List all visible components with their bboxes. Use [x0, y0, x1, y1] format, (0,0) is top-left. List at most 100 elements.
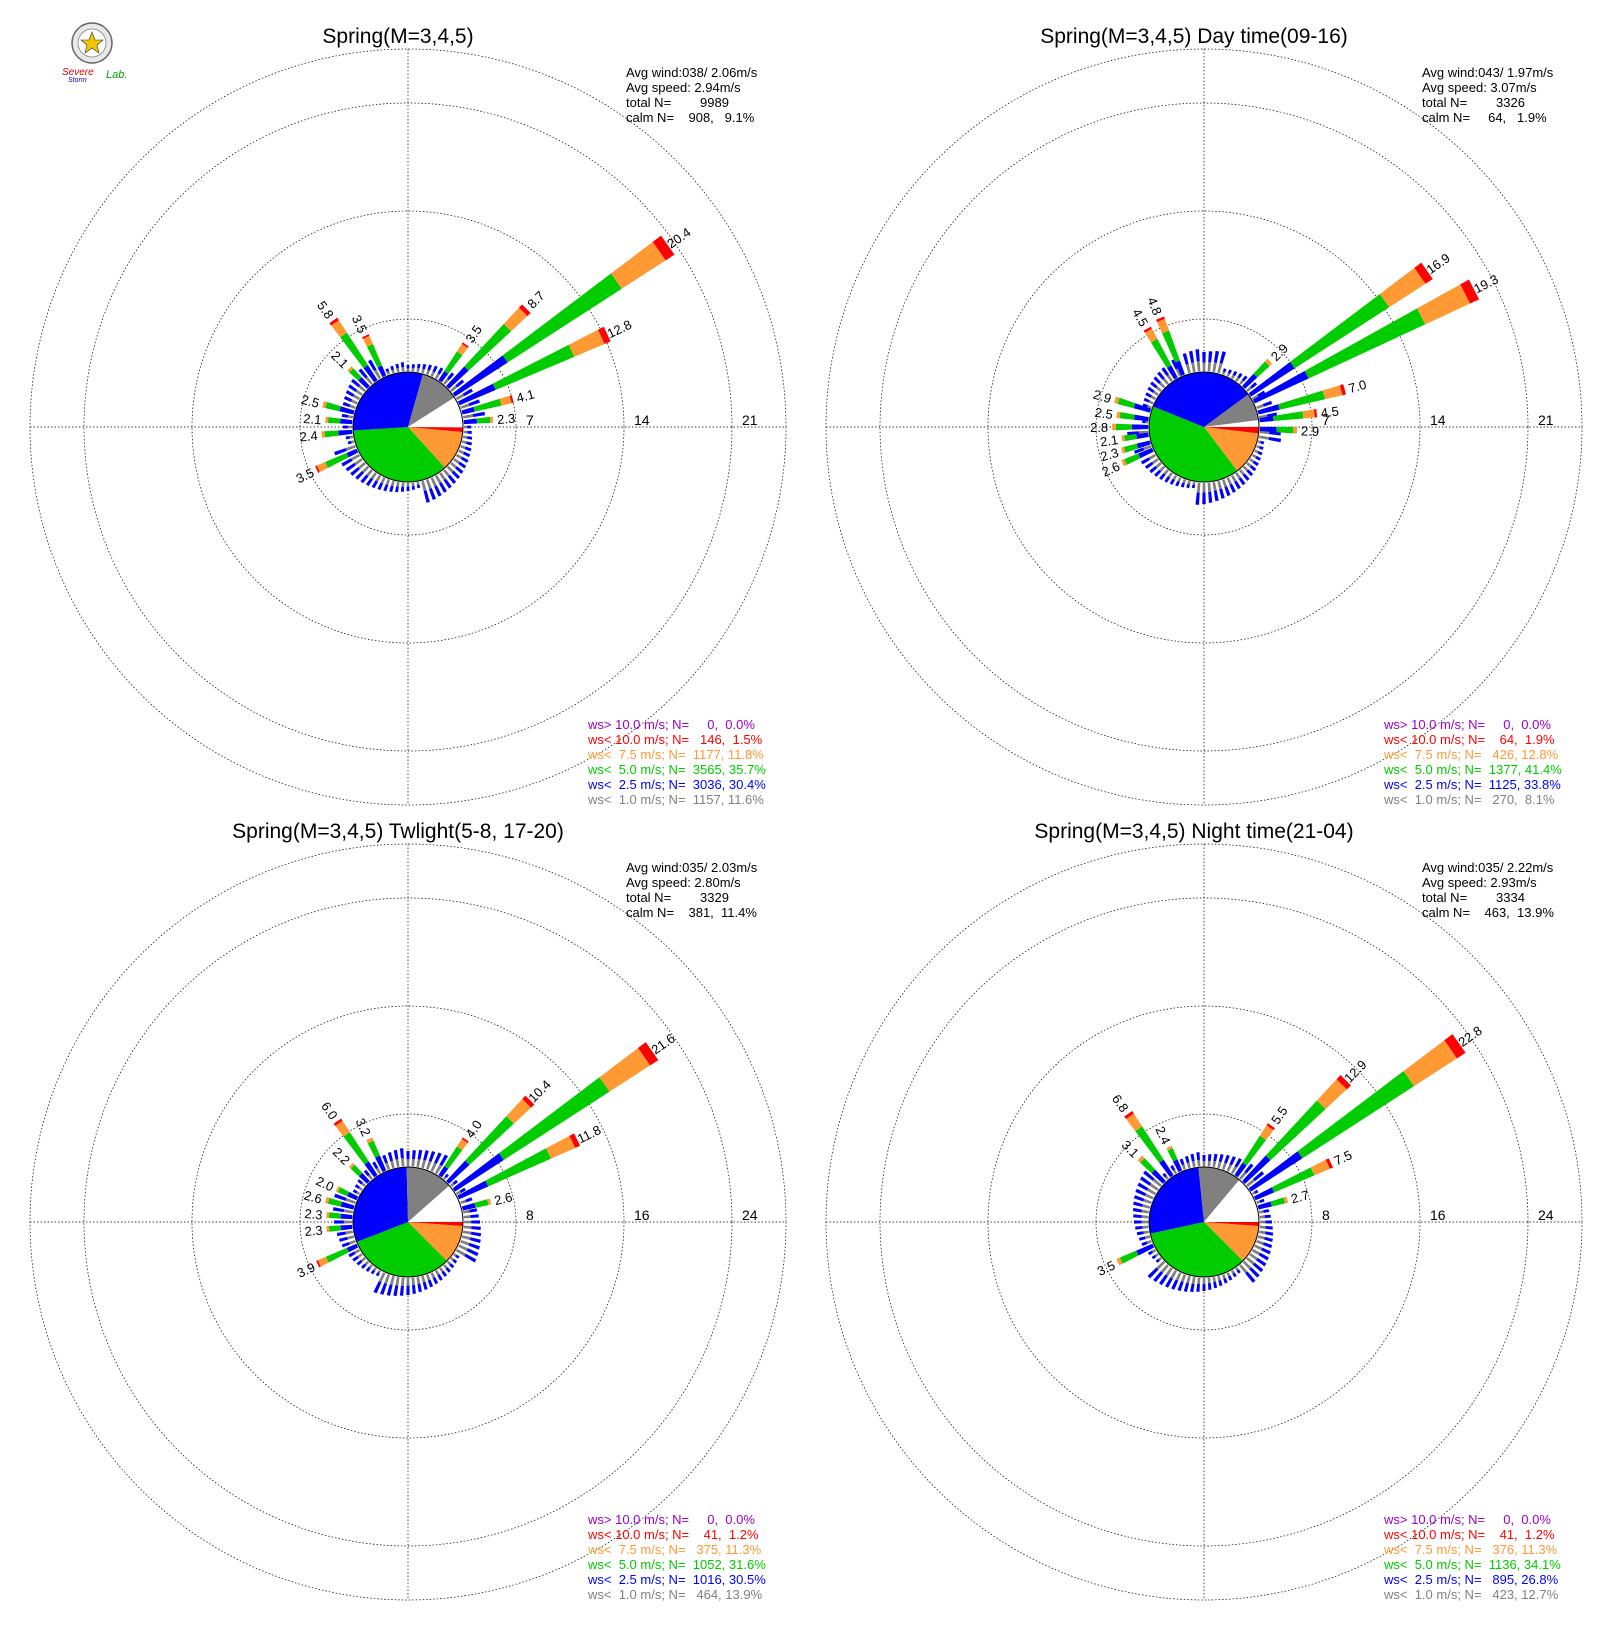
petal-small-calm: [406, 1277, 410, 1286]
petal-small-calm: [1254, 449, 1259, 454]
petal-small-calm: [1202, 1277, 1206, 1284]
petal-label: 3.9: [295, 1259, 318, 1280]
petal-small-calm: [1251, 1191, 1256, 1196]
petal-small: [1224, 1154, 1230, 1164]
petal-small-calm: [460, 1199, 467, 1205]
petal-small-calm: [1191, 1160, 1196, 1168]
petal-small-calm: [401, 482, 405, 487]
petal-small-calm: [443, 1264, 448, 1269]
petal-segment: [349, 368, 362, 381]
legend-entry: ws< 5.0 m/s; N= 1377, 41.4%: [1383, 762, 1562, 777]
petal-small-calm: [352, 394, 361, 401]
petal-small-calm: [1239, 379, 1244, 385]
pie-slice: [406, 1166, 450, 1222]
petal-small-calm: [1258, 435, 1270, 440]
petal-small-calm: [366, 469, 373, 477]
petal-small-calm: [1221, 479, 1228, 488]
petal-segment: [325, 452, 349, 469]
petal-small-calm: [1146, 1239, 1152, 1244]
petal-small-calm: [347, 415, 354, 419]
petal-segment: [461, 1137, 469, 1144]
petal-small-calm: [1155, 462, 1162, 469]
petal-small-calm: [389, 1275, 395, 1286]
petal-small-calm: [384, 1274, 391, 1284]
windrose-panel-1: Spring(M=3,4,5)7 14 2120.412.88.73.54.12.3…: [29, 25, 787, 807]
petal-small: [1265, 1231, 1274, 1236]
petal-segment: [1159, 1159, 1174, 1178]
petal-small: [1202, 352, 1206, 363]
petal-segment: [1123, 443, 1139, 453]
petal-small-calm: [386, 371, 391, 375]
petal-small: [466, 441, 473, 446]
petal-small: [1237, 372, 1243, 379]
petal-small: [1213, 350, 1220, 363]
petal-small: [1171, 359, 1179, 370]
petal-small: [1145, 392, 1152, 398]
petal-segment: [362, 334, 370, 339]
petal-small-calm: [1226, 1164, 1233, 1172]
petal-small-calm: [1148, 400, 1154, 405]
petal-small: [1246, 469, 1254, 477]
petal-small-calm: [1254, 1244, 1263, 1251]
petal-small: [1195, 492, 1200, 505]
petal-small-calm: [361, 465, 370, 474]
petal-small-calm: [361, 1182, 366, 1187]
petal-label: 2.1: [1099, 432, 1119, 449]
petal-small-calm: [343, 1220, 353, 1224]
petal-small: [387, 1152, 394, 1162]
petal-small: [350, 467, 360, 476]
petal-segment: [1113, 396, 1120, 405]
pie-slice: [408, 1222, 463, 1261]
petal-small-calm: [453, 1253, 457, 1257]
pie-border: [1148, 1166, 1260, 1278]
petal-small-calm: [421, 1275, 426, 1283]
petal-small-calm: [1258, 1210, 1264, 1214]
petal-small: [1154, 469, 1162, 477]
petal-segment: [1379, 267, 1426, 308]
petal-segment: [329, 317, 339, 326]
petal-small: [390, 365, 394, 371]
petal-segment: [652, 235, 675, 261]
petal-small-calm: [1150, 395, 1157, 401]
petal-small-calm: [1155, 386, 1162, 392]
legend-entry: ws< 5.0 m/s; N= 3565, 35.7%: [587, 762, 766, 777]
petal-small: [343, 395, 353, 402]
petal-small-calm: [1158, 381, 1166, 389]
petal-small-calm: [375, 474, 382, 482]
petal-segment: [337, 1187, 350, 1197]
petal-small-calm: [1151, 458, 1159, 465]
petal-small: [470, 1214, 479, 1218]
petal-small-calm: [406, 368, 410, 372]
petal-small-calm: [1154, 1253, 1159, 1258]
petal-small: [432, 365, 438, 373]
windrose-panel-4: Spring(M=3,4,5) Night time(21-04)8 16 2422…: [825, 820, 1583, 1602]
petal-small-calm: [1152, 1178, 1162, 1187]
petal-small: [395, 486, 399, 493]
stats-line: Avg wind:038/ 2.06m/s: [626, 65, 758, 80]
petal-segment: [1283, 1196, 1289, 1204]
petal-segment: [1276, 426, 1294, 434]
petal-small: [1244, 1163, 1254, 1174]
petal-small-calm: [1159, 465, 1166, 472]
petal-small: [341, 458, 353, 467]
petal-small-calm: [1217, 1275, 1221, 1281]
petal-small-calm: [425, 1274, 431, 1281]
petal-small: [463, 451, 471, 458]
petal-small-calm: [421, 368, 425, 374]
petal-label: 6.0: [318, 1099, 341, 1122]
petal-segment: [1126, 1113, 1143, 1132]
petal-small-calm: [1143, 1230, 1150, 1235]
petal-small-calm: [380, 477, 386, 484]
petal-small: [382, 1154, 388, 1164]
petal-small: [1175, 480, 1180, 487]
petal-small-calm: [1141, 1209, 1150, 1214]
petal-small-calm: [458, 449, 465, 455]
pie-slice: [356, 1222, 447, 1277]
petal-segment: [1119, 412, 1135, 420]
petal-segment: [1272, 411, 1304, 422]
petal-segment: [1133, 403, 1152, 413]
petal-small: [455, 379, 465, 388]
petal-small: [1164, 476, 1171, 483]
petal-small: [1254, 1189, 1259, 1194]
petal-small-calm: [463, 1225, 472, 1229]
